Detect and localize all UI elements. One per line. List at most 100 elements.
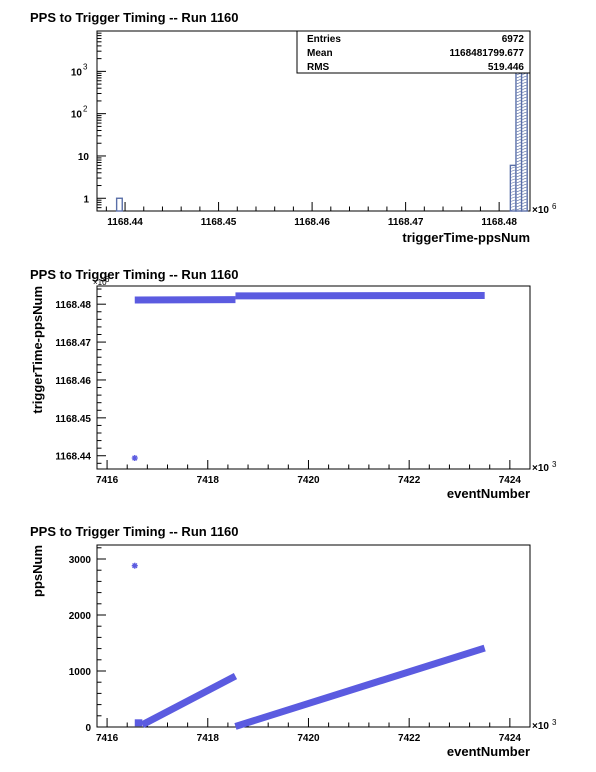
histogram-hatch	[516, 127, 521, 130]
histogram-hatch	[522, 99, 527, 102]
histogram-hatch	[516, 85, 521, 88]
histogram-hatch	[511, 193, 516, 196]
histogram-hatch	[516, 139, 521, 142]
histogram-hatch	[522, 87, 527, 90]
histogram-hatch	[516, 130, 521, 133]
stats-label: RMS	[307, 62, 330, 73]
histogram-hatch	[522, 129, 527, 132]
histogram-hatch	[516, 172, 521, 175]
x-tick-label: 7424	[499, 475, 522, 486]
histogram-hatch	[522, 93, 527, 96]
histogram-hatch	[516, 91, 521, 94]
histogram-hatch	[511, 208, 516, 211]
y-tick-label: 1168.45	[55, 414, 91, 425]
histogram-hatch	[522, 162, 527, 165]
x-multiplier: ×10	[532, 463, 549, 474]
histogram-hatch	[511, 202, 516, 205]
histogram-hatch	[516, 142, 521, 145]
x-tick-label: 7422	[398, 475, 421, 486]
histogram-hatch	[516, 97, 521, 100]
histogram-hatch	[522, 186, 527, 189]
y-tick-exponent: 2	[83, 105, 88, 114]
histogram-hatch	[516, 148, 521, 151]
histogram-hatch	[516, 202, 521, 205]
x-tick-label: 7418	[197, 475, 220, 486]
x-tick-label: 7420	[297, 733, 320, 744]
histogram-hatch	[522, 180, 527, 183]
histogram-hatch	[516, 196, 521, 199]
histogram-hatch	[522, 144, 527, 147]
histogram-hatch	[522, 126, 527, 129]
histogram-hatch	[511, 175, 516, 178]
histogram-hatch	[522, 207, 527, 210]
stats-value: 1168481799.677	[449, 48, 524, 59]
histogram-hatch	[516, 94, 521, 97]
chart-title: PPS to Trigger Timing -- Run 1160	[30, 10, 239, 25]
x-tick-label: 1168.48	[481, 217, 517, 228]
histogram-hatch	[522, 153, 527, 156]
histogram-hatch	[516, 133, 521, 136]
y-multiplier: ×10	[93, 278, 107, 287]
chart-1: PPS to Trigger Timing -- Run 1160 1168.44…	[30, 10, 557, 245]
histogram-hatch	[516, 112, 521, 115]
data-band	[140, 672, 238, 728]
histogram-hatch	[516, 163, 521, 166]
histogram-hatch	[516, 154, 521, 157]
x-tick-label: 7418	[197, 733, 220, 744]
histogram-hatch	[516, 160, 521, 163]
histogram-hatch	[511, 166, 516, 169]
chart-title: PPS to Trigger Timing -- Run 1160	[30, 524, 239, 539]
histogram-hatch	[516, 136, 521, 139]
histogram-hatch	[516, 205, 521, 208]
histogram-hatch	[522, 117, 527, 120]
stats-value: 519.446	[488, 62, 525, 73]
histogram-hatch	[516, 121, 521, 124]
histogram-hatch	[511, 205, 516, 208]
y-tick-label: 1168.46	[55, 376, 91, 387]
histogram-hatch	[522, 183, 527, 186]
histogram-hatch	[516, 169, 521, 172]
histogram-hatch	[522, 81, 527, 84]
histogram-hatch	[511, 184, 516, 187]
histogram-hatch	[522, 159, 527, 162]
histogram-hatch	[516, 193, 521, 196]
x-tick-label: 7416	[96, 733, 119, 744]
histogram-hatch	[522, 123, 527, 126]
stats-label: Entries	[307, 34, 341, 45]
histogram-hatch	[511, 199, 516, 202]
histogram-hatch	[511, 181, 516, 184]
histogram-hatch	[516, 106, 521, 109]
histogram-hatch	[516, 73, 521, 76]
histogram-hatch	[516, 175, 521, 178]
histogram-hatch	[522, 90, 527, 93]
stats-label: Mean	[307, 48, 333, 59]
histogram-hatch	[522, 174, 527, 177]
histogram-hatch	[522, 204, 527, 207]
histogram-hatch	[516, 178, 521, 181]
histogram-hatch	[522, 168, 527, 171]
chart-3: PPS to Trigger Timing -- Run 1160 7416 741…	[30, 524, 557, 759]
histogram-hatch	[522, 198, 527, 201]
x-tick-label: 1168.46	[294, 217, 330, 228]
histogram-hatch	[522, 156, 527, 159]
y-tick-label: 3000	[69, 555, 92, 566]
data-band	[234, 644, 486, 730]
x-multiplier: ×10	[532, 721, 549, 732]
histogram-hatch	[516, 76, 521, 79]
histogram-hatch	[522, 147, 527, 150]
stats-value: 6972	[502, 34, 525, 45]
histogram-hatch	[522, 141, 527, 144]
histogram-hatch	[511, 178, 516, 181]
y-tick-label: 1000	[69, 667, 92, 678]
y-tick-label: 1168.44	[55, 452, 91, 463]
histogram-hatch	[516, 199, 521, 202]
y-tick-exponent: 3	[83, 62, 88, 71]
histogram-hatch	[522, 192, 527, 195]
chart-title: PPS to Trigger Timing -- Run 1160	[30, 267, 239, 282]
histogram-hatch	[516, 187, 521, 190]
x-tick-label: 7422	[398, 733, 421, 744]
histogram-hatch	[522, 120, 527, 123]
histogram-hatch	[522, 150, 527, 153]
histogram-hatch	[516, 88, 521, 91]
